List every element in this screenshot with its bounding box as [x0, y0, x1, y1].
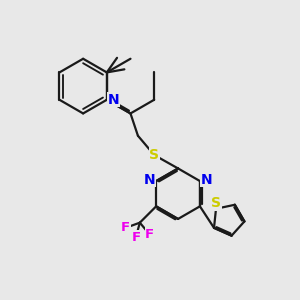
- Text: F: F: [145, 228, 154, 241]
- Text: N: N: [144, 172, 155, 187]
- Text: N: N: [201, 172, 212, 187]
- Text: N: N: [107, 93, 119, 107]
- Text: F: F: [121, 221, 130, 235]
- Text: S: S: [149, 148, 159, 162]
- Text: F: F: [131, 231, 140, 244]
- Text: S: S: [211, 196, 221, 210]
